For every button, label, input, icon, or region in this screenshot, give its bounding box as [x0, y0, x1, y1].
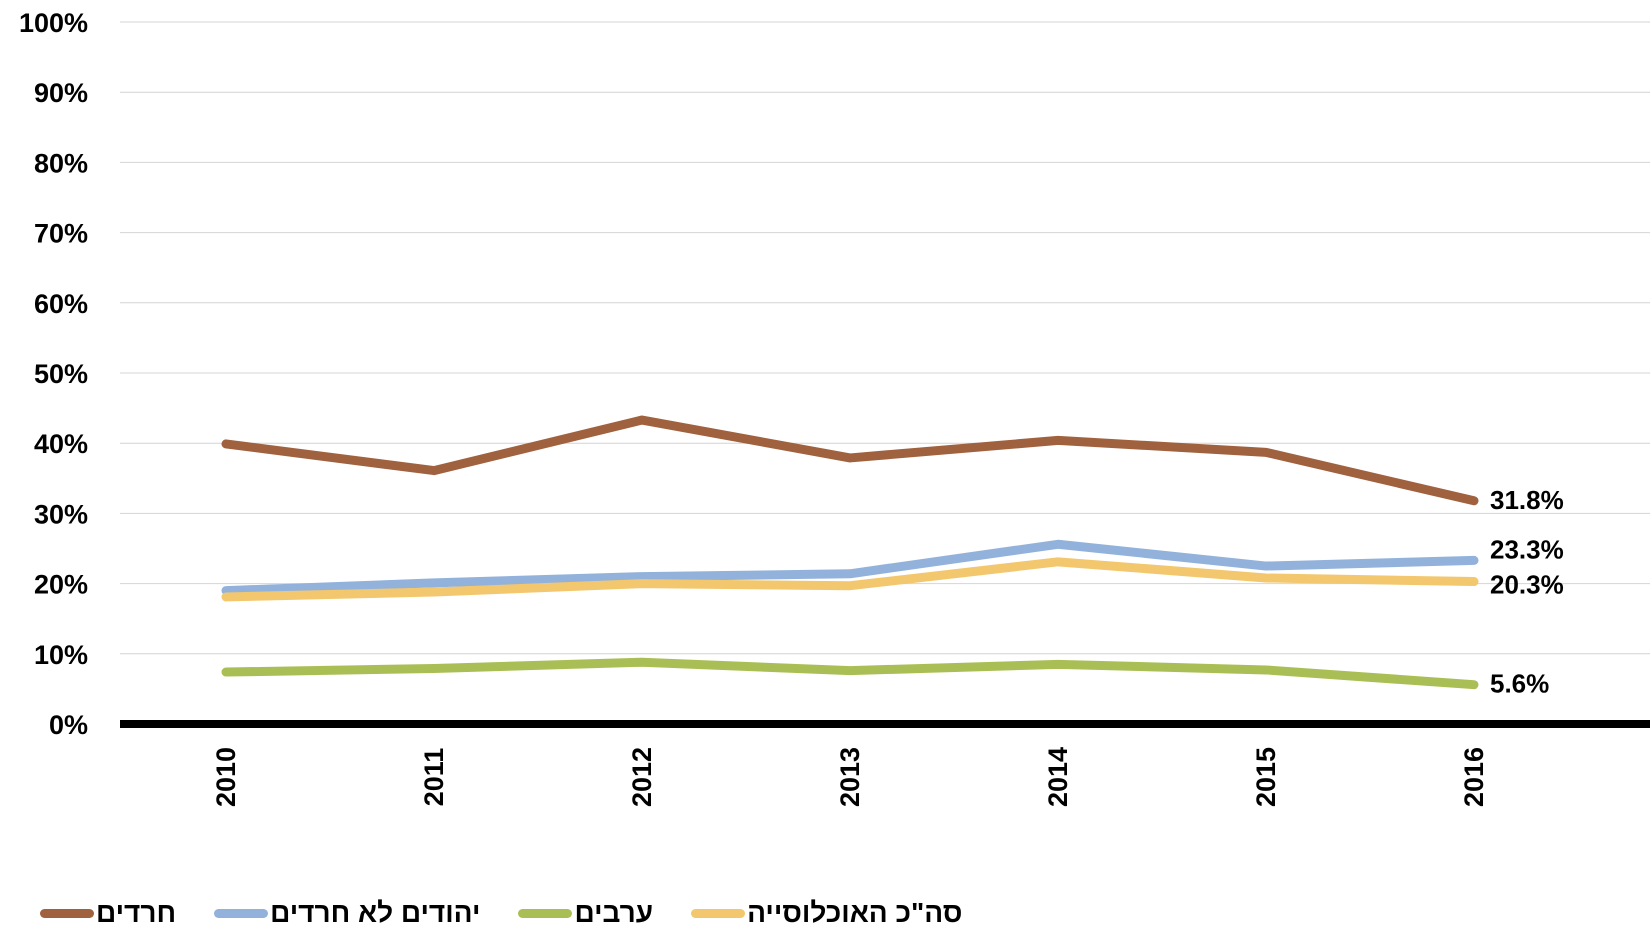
legend-swatch	[691, 908, 746, 918]
data-label: 5.6%	[1490, 669, 1549, 699]
legend: חרדים יהודים לא חרדים ערבים סה"כ האוכלוסייה	[40, 896, 1000, 930]
x-axis-ticks: 2010 2011 2012 2013 2014 2015 2016	[211, 747, 1489, 807]
y-tick-label: 30%	[34, 499, 88, 529]
y-tick-label: 0%	[49, 710, 88, 740]
x-axis-baseline	[120, 720, 1650, 728]
data-label: 20.3%	[1490, 569, 1564, 599]
y-tick-label: 100%	[19, 8, 88, 38]
series-line	[221, 657, 1479, 690]
data-label: 31.8%	[1490, 485, 1564, 515]
y-tick-label: 70%	[34, 219, 88, 249]
y-tick-label: 10%	[34, 640, 88, 670]
x-tick-label: 2011	[419, 748, 449, 807]
y-tick-label: 80%	[34, 148, 88, 178]
x-tick-label: 2012	[627, 747, 657, 807]
legend-label: ערבים	[574, 897, 654, 928]
y-tick-label: 50%	[34, 359, 88, 389]
series-line	[221, 557, 1479, 602]
legend-item: ערבים	[518, 897, 653, 929]
legend-label: חרדים	[96, 897, 177, 928]
end-data-labels: 23.3% 20.3% 5.6% 31.8%	[1490, 485, 1564, 699]
legend-swatch	[40, 908, 94, 918]
y-tick-label: 90%	[34, 78, 88, 108]
y-axis-ticks: 0% 10% 20% 30% 40% 50% 60% 70% 80% 90% 100%	[19, 8, 88, 740]
legend-label: יהודים לא חרדים	[270, 897, 481, 928]
x-tick-label: 2016	[1459, 747, 1489, 807]
data-label: 23.3%	[1490, 534, 1564, 564]
series-line	[221, 539, 1479, 596]
legend-label: סה"כ האוכלוסייה	[747, 897, 963, 928]
legend-swatch	[518, 908, 573, 918]
legend-item: חרדים	[40, 897, 176, 929]
y-tick-label: 60%	[34, 289, 88, 319]
x-tick-label: 2015	[1251, 747, 1281, 807]
series-lines	[221, 415, 1479, 690]
x-tick-label: 2010	[211, 747, 241, 807]
legend-item: יהודים לא חרדים	[214, 897, 480, 929]
x-tick-label: 2013	[835, 747, 865, 807]
legend-swatch	[214, 908, 269, 918]
legend-item: סה"כ האוכלוסייה	[691, 897, 962, 929]
x-tick-label: 2014	[1043, 747, 1073, 807]
series-line	[221, 415, 1479, 506]
y-tick-label: 20%	[34, 570, 88, 600]
y-tick-label: 40%	[34, 429, 88, 459]
